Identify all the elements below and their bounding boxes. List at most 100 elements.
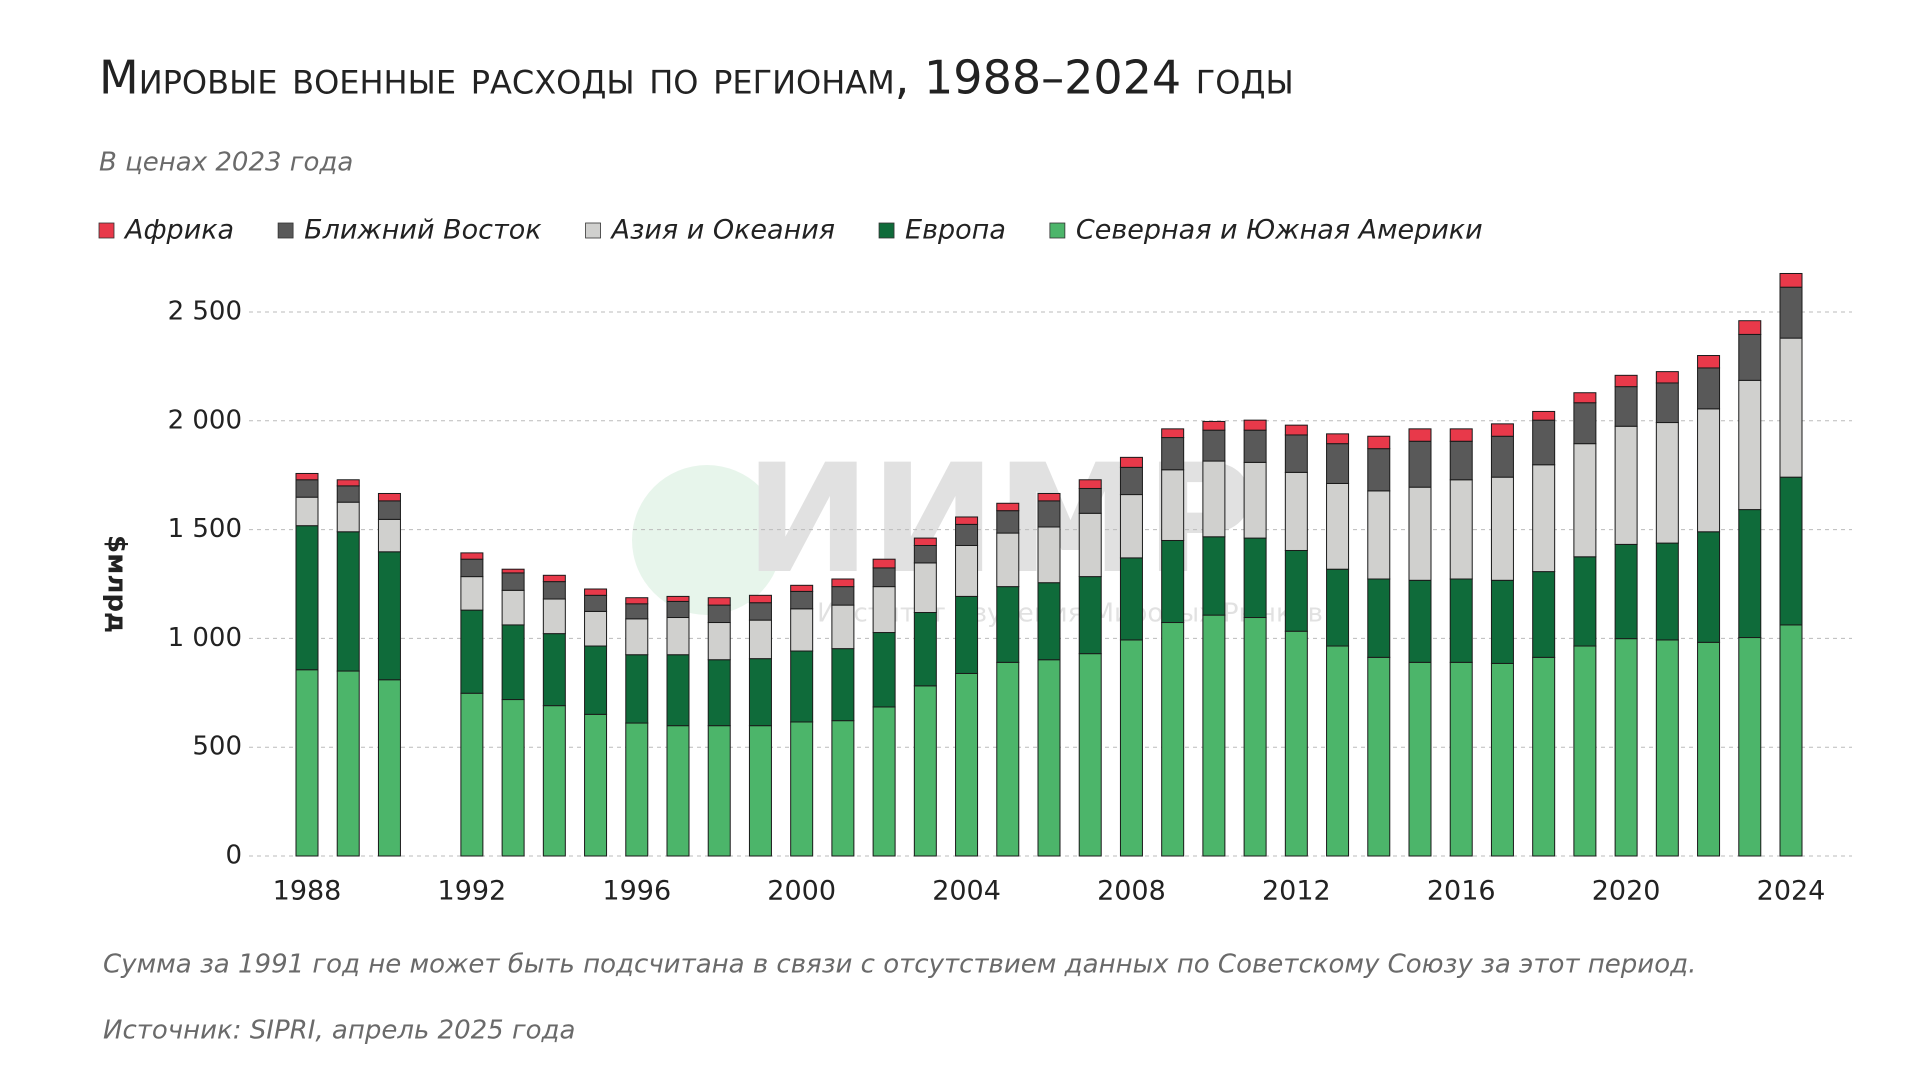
bar-segment: [1697, 641, 1721, 857]
bar-segment: [831, 648, 855, 722]
bar-segment: [1243, 617, 1267, 857]
bar-segment: [295, 472, 319, 481]
bar-segment: [377, 679, 401, 857]
bar-segment: [707, 597, 731, 606]
legend-swatch: [98, 222, 115, 239]
bar-segment: [996, 502, 1020, 512]
bar-segment: [1284, 424, 1308, 436]
bar-segment: [1490, 435, 1514, 478]
bar-segment: [1449, 479, 1473, 580]
bar-segment: [460, 609, 484, 694]
legend-swatch: [1049, 222, 1066, 239]
bar-segment: [913, 612, 937, 687]
bar-segment: [955, 544, 979, 597]
bar-segment: [1037, 582, 1061, 661]
bar-segment: [1614, 543, 1638, 640]
bar-segment: [377, 518, 401, 553]
bar-segment: [1532, 571, 1556, 658]
bar-segment: [666, 600, 690, 619]
bar-segment: [790, 650, 814, 723]
bar-segment: [748, 602, 772, 621]
bar-segment: [625, 603, 649, 620]
bar-segment: [1243, 461, 1267, 539]
bar-segment: [748, 658, 772, 727]
bar-segment: [707, 725, 731, 857]
bar-segment: [1037, 492, 1061, 502]
x-tick-label: 2016: [1427, 876, 1496, 907]
x-tick-label: 2020: [1592, 876, 1661, 907]
bar-segment: [1078, 512, 1102, 578]
bar-segment: [1655, 639, 1679, 857]
bar-segment: [460, 576, 484, 611]
bar-segment: [1697, 531, 1721, 643]
bar-segment: [1655, 422, 1679, 544]
bar-segment: [584, 594, 608, 612]
bar-segment: [666, 595, 690, 602]
bar-segment: [1037, 526, 1061, 584]
bar-segment: [996, 586, 1020, 663]
bar-segment: [542, 633, 566, 707]
bar-segment: [1532, 464, 1556, 573]
bar-segment: [1037, 500, 1061, 528]
bar-segment: [584, 713, 608, 857]
bar-segment: [1119, 466, 1143, 496]
source: Источник: SIPRI, апрель 2025 года: [103, 1016, 575, 1046]
bar-segment: [913, 537, 937, 546]
bar-segment: [336, 531, 360, 672]
subtitle: В ценах 2023 года: [99, 148, 353, 178]
bar-segment: [1202, 614, 1226, 857]
bar-segment: [1367, 448, 1391, 492]
bar-segment: [913, 685, 937, 857]
bar-segment: [831, 604, 855, 650]
bar-segment: [831, 720, 855, 857]
bar-segment: [1408, 579, 1432, 663]
bar-segment: [1284, 549, 1308, 632]
bar-segment: [1697, 367, 1721, 410]
bar-segment: [913, 544, 937, 564]
bar-segment: [666, 654, 690, 727]
legend-label: Африка: [123, 215, 234, 246]
bar-segment: [955, 523, 979, 546]
bar-segment: [1738, 379, 1762, 511]
bar-segment: [1614, 425, 1638, 545]
bar-segment: [1697, 408, 1721, 533]
bar-segment: [1449, 661, 1473, 857]
y-tick-label: 1 500: [168, 514, 242, 544]
y-tick-label: 2 500: [168, 297, 242, 327]
bar-segment: [666, 725, 690, 857]
bar-segment: [1573, 402, 1597, 445]
bar-segment: [625, 722, 649, 857]
bar-segment: [1573, 392, 1597, 404]
bar-segment: [1078, 487, 1102, 514]
bar-segment: [1078, 653, 1102, 857]
bar-segment: [872, 586, 896, 634]
bar-segment: [1284, 434, 1308, 473]
bar-segment: [625, 654, 649, 724]
bar-segment: [996, 510, 1020, 534]
bar-segment: [295, 479, 319, 498]
bar-segment: [1326, 645, 1350, 857]
bar-segment: [955, 516, 979, 525]
bar-segment: [790, 590, 814, 610]
bar-segment: [1119, 557, 1143, 641]
bar-segment: [831, 578, 855, 588]
bar-segment: [790, 721, 814, 857]
bar-segment: [748, 594, 772, 604]
bar-segment: [377, 492, 401, 502]
x-tick-label: 1988: [273, 876, 342, 907]
bar-segment: [1202, 420, 1226, 431]
bar-segment: [584, 645, 608, 715]
legend-label: Ближний Восток: [304, 215, 542, 246]
bar-segment: [1202, 460, 1226, 538]
bar-segment: [955, 595, 979, 674]
bar-segment: [1449, 428, 1473, 442]
bar-segment: [1243, 429, 1267, 463]
bar-segment: [1367, 435, 1391, 450]
bar-segment: [1614, 638, 1638, 857]
chart-title: Мировые военные расходы по регионам, 198…: [99, 51, 1294, 105]
bar-segment: [831, 586, 855, 606]
bar-segment: [1655, 542, 1679, 641]
bar-segment: [584, 588, 608, 596]
bar-segment: [1367, 656, 1391, 857]
bar-segment: [666, 617, 690, 656]
